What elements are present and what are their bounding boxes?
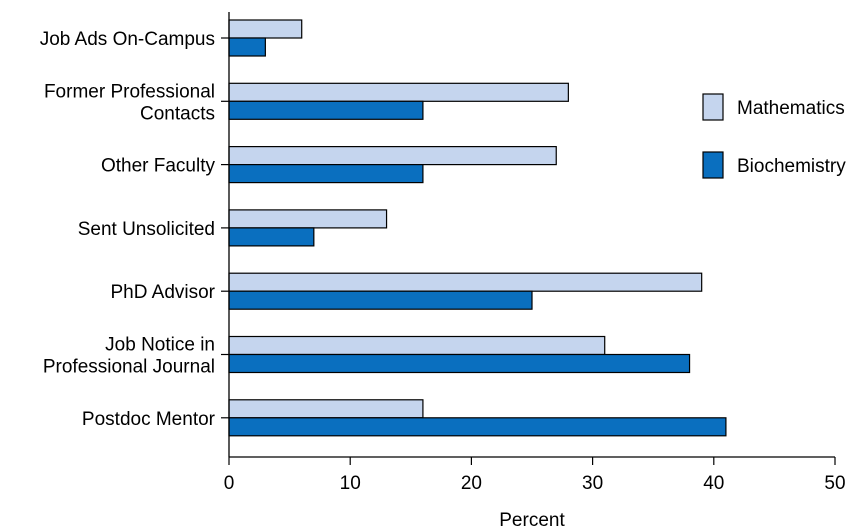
bar-biochemistry-3 xyxy=(228,227,315,247)
bar-biochemistry-2 xyxy=(228,164,424,184)
bar-biochemistry-6 xyxy=(228,417,727,437)
bar-biochemistry-1 xyxy=(228,100,424,120)
category-label: Former Professional Contacts xyxy=(44,81,215,124)
legend-label-mathematics: Mathematics xyxy=(737,98,845,119)
category-label: Job Notice in Professional Journal xyxy=(43,335,215,378)
bar-mathematics-5 xyxy=(228,335,606,356)
x-tick-label: 40 xyxy=(703,473,724,494)
bar-mathematics-4 xyxy=(228,272,703,292)
x-tick-label: 20 xyxy=(461,473,482,494)
legend-swatch-biochemistry xyxy=(702,151,724,179)
bar-mathematics-2 xyxy=(228,146,557,166)
legend-swatch-mathematics xyxy=(702,93,724,121)
legend-label-biochemistry: Biochemistry xyxy=(737,156,846,177)
x-tick-label: 0 xyxy=(224,473,235,494)
bar-biochemistry-5 xyxy=(228,353,691,374)
x-tick-label: 30 xyxy=(582,473,603,494)
bar-mathematics-0 xyxy=(228,19,303,39)
category-label: Sent Unsolicited xyxy=(78,219,215,240)
category-label: Job Ads On-Campus xyxy=(40,29,215,50)
bar-mathematics-6 xyxy=(228,399,424,419)
category-label: Postdoc Mentor xyxy=(82,409,216,430)
x-tick-label: 50 xyxy=(824,473,845,494)
category-label: PhD Advisor xyxy=(110,282,215,303)
bar-biochemistry-0 xyxy=(228,37,266,57)
category-labels: Job Ads On-Campus Former Professional Cont… xyxy=(40,29,229,430)
bar-mathematics-3 xyxy=(228,209,388,229)
bar-biochemistry-4 xyxy=(228,290,533,310)
x-tick-label: 10 xyxy=(340,473,361,494)
x-axis: 0 10 20 30 40 50 xyxy=(224,456,846,494)
bar-mathematics-1 xyxy=(228,82,569,102)
category-label: Other Faculty xyxy=(101,156,216,177)
legend: Mathematics Biochemistry xyxy=(702,93,846,179)
bars-group xyxy=(228,19,727,437)
x-axis-label: Percent xyxy=(499,510,565,531)
